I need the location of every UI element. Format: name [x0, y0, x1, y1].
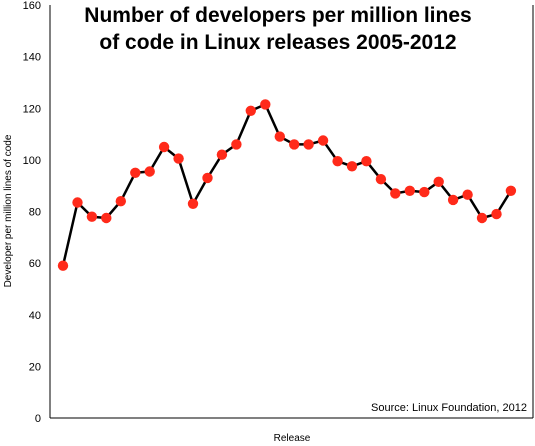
y-tick-label: 100 — [23, 155, 41, 167]
data-point — [346, 161, 358, 172]
data-point — [57, 260, 69, 271]
data-point — [245, 105, 256, 117]
data-point — [101, 212, 112, 224]
data-point — [447, 194, 459, 206]
data-point — [115, 196, 127, 207]
data-point — [375, 174, 387, 185]
y-tick-label: 120 — [23, 103, 41, 115]
data-point — [216, 149, 228, 160]
data-point — [303, 139, 314, 150]
data-point — [173, 153, 184, 164]
y-axis-label: Developer per million lines of code — [3, 134, 14, 287]
data-point — [462, 189, 473, 200]
series-markers — [57, 99, 517, 271]
data-point — [158, 141, 170, 153]
y-tick-label: 0 — [35, 413, 41, 425]
data-point — [491, 208, 502, 220]
data-point — [317, 135, 329, 146]
y-tick-label: 20 — [29, 361, 41, 373]
y-tick-label: 140 — [23, 52, 41, 64]
data-point — [130, 167, 141, 178]
data-point — [390, 188, 401, 199]
data-point — [289, 139, 300, 150]
data-point — [187, 198, 199, 209]
data-point — [505, 185, 517, 196]
data-point — [260, 99, 271, 110]
data-point — [202, 172, 213, 184]
data-point — [72, 197, 83, 208]
y-tick-label: 40 — [29, 310, 41, 322]
data-point — [419, 186, 430, 198]
y-tick-label: 80 — [29, 207, 41, 219]
data-point — [274, 131, 285, 142]
data-point — [86, 211, 98, 222]
x-axis-label: Release — [274, 433, 311, 444]
y-axis-ticks: 0 20 40 60 80 100 120 140 160 — [23, 0, 41, 425]
data-point — [433, 176, 444, 187]
y-tick-label: 160 — [23, 0, 41, 12]
data-point — [332, 156, 343, 167]
series-line — [61, 103, 513, 267]
chart-title-line-1: Number of developers per million lines — [84, 4, 471, 27]
data-point — [361, 156, 372, 167]
source-annotation: Source: Linux Foundation, 2012 — [371, 402, 527, 414]
data-point — [231, 139, 242, 150]
data-point — [144, 166, 155, 177]
data-point — [476, 212, 488, 224]
y-tick-label: 60 — [29, 258, 41, 270]
data-point — [404, 185, 415, 196]
chart-title-line-2: of code in Linux releases 2005-2012 — [99, 31, 456, 54]
